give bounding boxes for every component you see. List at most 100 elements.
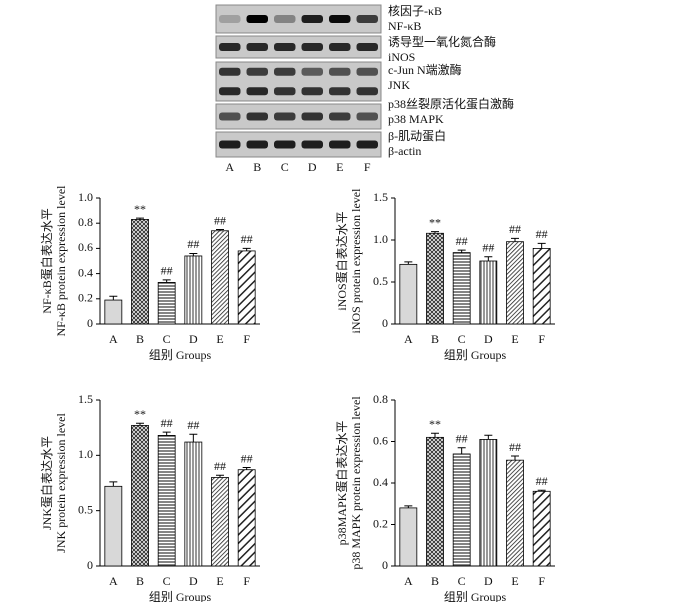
annotation: ## [456,234,468,248]
y-tick-label: 0.6 [78,240,93,254]
x-tick-label: C [163,332,171,346]
x-tick-label: F [243,574,250,588]
bar [479,260,498,325]
y-tick-label: 0 [87,558,93,572]
blot-panel [215,61,382,102]
blot-band [274,43,296,51]
y-tick-label: 0.5 [78,502,93,516]
bar [506,241,524,325]
annotation: ** [429,417,441,431]
x-tick-label: E [216,332,223,346]
error-bar [189,433,198,443]
x-tick-label: F [538,574,545,588]
blot-band [356,112,378,121]
bar [104,485,123,567]
blot-band [219,112,241,121]
x-tick-label: E [511,574,518,588]
x-tick-label: A [109,574,118,588]
blot-panel [215,35,382,59]
error-bar [136,217,144,220]
y-axis-label: iNOS protein expression level [349,188,363,334]
blot-band [329,112,351,121]
annotation: ## [536,227,548,241]
y-tick-label: 0.8 [373,392,388,406]
y-axis-label: JNK蛋白表达水平 [39,436,54,530]
blot-panel [215,103,382,130]
y-axis-label: NF-κB蛋白表达水平 [39,208,54,313]
x-tick-label: A [404,574,413,588]
bar [237,469,256,567]
error-bar [537,242,546,249]
blot-band [219,140,241,149]
bar [426,436,444,567]
axis [99,198,260,325]
x-tick-label: A [109,332,118,346]
error-bar [136,422,144,426]
bar [211,230,229,325]
blot-band [329,87,351,96]
y-tick-label: 0.8 [78,215,93,229]
error-bar [189,252,198,256]
blot-band [356,43,378,51]
lane-label: E [336,160,343,174]
blot-band [356,15,378,23]
bar [532,490,551,567]
y-tick-label: 1.0 [78,190,93,204]
blot-label: c-Jun N端激酶 [388,62,462,77]
blot-band [301,112,323,121]
x-tick-label: F [538,332,545,346]
annotation: ** [429,215,441,229]
y-tick-label: 0.2 [78,291,93,305]
blot-band [246,87,268,96]
y-axis-label: iNOS蛋白表达水平 [334,211,349,310]
annotation: ## [161,264,173,278]
error-bar [457,249,466,253]
blot-band [274,87,296,96]
blot-label: iNOS [388,50,415,64]
bar [532,247,551,325]
blot-band [246,112,268,121]
y-tick-label: 0 [382,558,388,572]
x-tick-label: B [136,332,144,346]
x-tick-label: E [216,574,223,588]
error-bar [242,247,251,251]
bar [506,459,524,567]
annotation: ## [241,451,253,465]
error-bar [404,261,413,265]
error-bar [242,467,251,470]
lane-label: B [253,160,261,174]
annotation: ## [509,222,521,236]
blot-band [356,67,378,76]
error-bar [162,431,171,436]
blot-label: 诱导型一氧化氮合酶 [388,34,496,49]
error-bar [162,279,171,283]
blot-band [329,140,351,149]
annotation: ## [456,431,468,445]
error-bar [431,432,439,438]
x-axis-label: 组别 Groups [149,348,212,362]
error-bar [431,231,439,234]
y-tick-label: 1.0 [78,447,93,461]
blot-band [246,140,268,149]
y-tick-label: 0.4 [78,265,93,279]
bar [452,252,471,325]
blot-band [274,67,296,76]
annotation: ## [161,416,173,430]
annotation: ## [509,440,521,454]
blot-band [274,15,296,23]
error-bar [404,505,413,508]
annotation: ## [187,237,199,251]
annotation: ## [187,418,199,432]
bar [237,250,256,325]
blot-band [356,140,378,149]
error-bar [109,481,118,487]
bar [131,425,149,567]
y-tick-label: 0 [87,316,93,330]
blot-label: p38 MAPK [388,112,444,126]
bar [452,453,471,567]
bar [157,282,176,325]
y-tick-label: 0.5 [373,274,388,288]
blot-panel [215,4,382,34]
x-axis-label: 组别 Groups [444,590,507,602]
